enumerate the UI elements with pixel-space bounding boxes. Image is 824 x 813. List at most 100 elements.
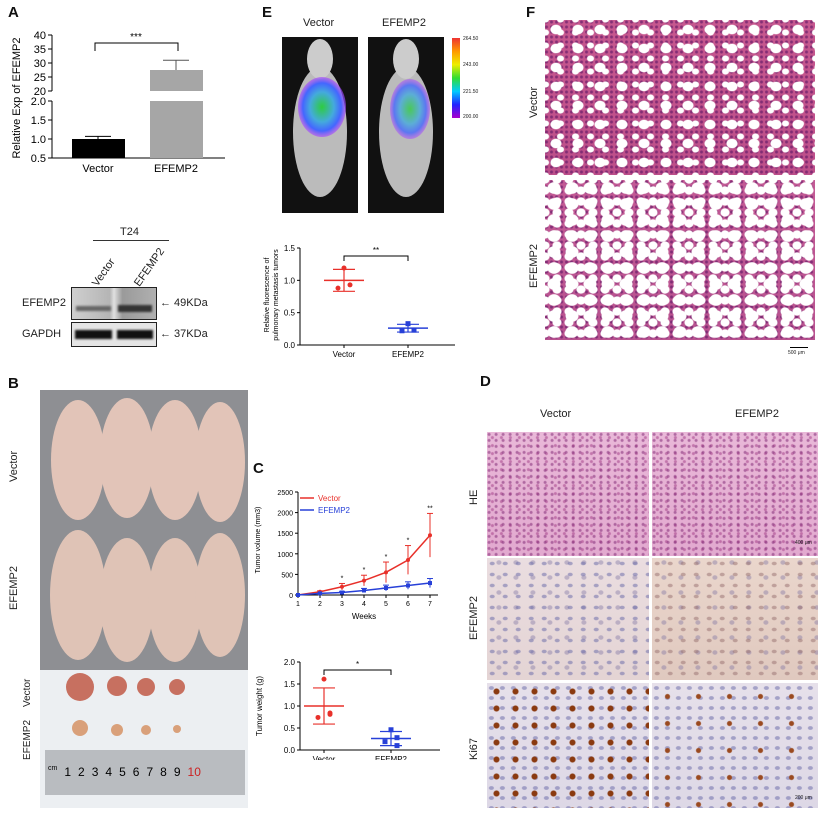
ruler-tick: 10: [187, 765, 201, 779]
ihc-efemp2-vector: [487, 558, 649, 680]
y-tick-label: 25: [34, 72, 46, 84]
data-point: [411, 327, 417, 333]
chart-c-volume: 0 500 1000 1500 2000 2500 1 2 3 4 5 6 7 Weeks Tumor vo…: [255, 490, 438, 621]
y-tick-label: 500: [281, 572, 293, 579]
y-tick-label: 40: [34, 30, 46, 42]
data-point: [340, 584, 344, 589]
f-row-efemp2: EFEMP2: [528, 243, 540, 288]
ki67-vector: [487, 683, 649, 808]
x-tick-label: 5: [384, 601, 388, 608]
he-vector: [487, 432, 649, 556]
x-tick-label: 6: [406, 601, 410, 608]
colorbar-max: 264.50: [463, 36, 479, 42]
chart-e: 0.0 0.5 1.0 1.5 Vector EFEMP2 ** Relative fluor…: [264, 244, 455, 359]
y-axis-title: Tumor volume (mm3): [255, 507, 262, 574]
data-point: [321, 676, 327, 682]
y-axis-title: Tumor weight (g): [255, 676, 264, 737]
panel-label-a: A: [8, 4, 19, 21]
he-efemp2: [652, 432, 818, 556]
data-point: [428, 533, 432, 538]
y-axis-title: Relative fluorescence of: [264, 258, 271, 333]
y-tick-label: 1.5: [284, 680, 296, 689]
blot-lane-vector: Vector: [90, 256, 118, 289]
data-point: [335, 285, 341, 291]
y-tick-label: 1000: [277, 552, 293, 559]
ruler-tick: 2: [78, 765, 85, 779]
b-row-efemp2: EFEMP2: [8, 565, 20, 610]
bioluminescence-images: [282, 37, 444, 213]
y-tick-label: 35: [34, 44, 46, 56]
y-tick-label: 1.5: [284, 244, 296, 253]
mouse-photo: [40, 390, 248, 808]
y-tick-label: 0.0: [284, 341, 296, 350]
blot-size-37: ← 37KDa: [160, 328, 208, 340]
data-point: [315, 714, 321, 720]
data-point: [362, 588, 366, 593]
y-tick-label: 30: [34, 58, 46, 70]
blot-row-gapdh: GAPDH: [22, 328, 62, 340]
tumors-efemp2: [72, 720, 181, 736]
data-point: [340, 590, 344, 595]
x-tick-label: 4: [362, 601, 366, 608]
colorbar-tick: 221.50: [463, 89, 479, 95]
blot-size-49: ← 49KDa: [160, 297, 208, 309]
d-scale-ki67: 200 μm: [795, 795, 812, 801]
mice-efemp2: [50, 530, 245, 662]
significance-bracket: [323, 669, 392, 675]
blot-band-gapdh: [71, 322, 157, 347]
significance-label: *: [385, 554, 388, 561]
ruler-tick: 5: [119, 765, 126, 779]
data-point: [384, 570, 388, 575]
y-tick-label: 2500: [277, 490, 293, 497]
blot-cell-line: T24: [120, 226, 139, 238]
data-point: [406, 557, 410, 562]
significance-label: **: [427, 505, 433, 512]
data-point: [405, 321, 411, 327]
data-point: [327, 711, 333, 717]
e-label-vector: Vector: [303, 17, 335, 29]
y-tick-label: 1.0: [284, 276, 296, 285]
x-tick-label: Vector: [333, 350, 356, 359]
y-tick-label: 1500: [277, 531, 293, 538]
y-tick-label: 2.0: [31, 96, 46, 108]
ruler-tick: 6: [132, 765, 140, 779]
data-point: [382, 739, 388, 745]
ruler-tick: 3: [91, 765, 99, 779]
y-tick-label: 2000: [277, 511, 293, 518]
data-point: [384, 585, 388, 590]
x-tick-label: EFEMP2: [375, 755, 408, 760]
data-point: [399, 328, 405, 334]
x-tick-label: EFEMP2: [154, 163, 198, 175]
y-tick-label: 20: [34, 86, 46, 98]
data-point: [394, 743, 400, 749]
data-point: [362, 578, 366, 583]
y-tick-label: 1.0: [31, 134, 46, 146]
blot-row-efemp2: EFEMP2: [22, 297, 67, 309]
b-tumor-vector: Vector: [22, 678, 33, 707]
data-point: [341, 265, 347, 271]
colorbar-min: 200.00: [463, 114, 479, 120]
series-line: [297, 534, 431, 596]
ruler: [45, 750, 245, 795]
d-row-he: HE: [468, 489, 480, 505]
x-tick-label: 1: [296, 601, 300, 608]
x-axis-title: Weeks: [352, 612, 376, 621]
f-row-vector: Vector: [528, 86, 540, 118]
b-tumor-efemp2: EFEMP2: [22, 719, 33, 760]
ihc-efemp2-efemp2: [652, 558, 818, 680]
panel-label-c: C: [253, 460, 264, 477]
significance-label: *: [356, 660, 359, 669]
data-point: [428, 581, 432, 586]
y-axis-title: pulmonary metastasis tumors: [273, 249, 280, 341]
data-point: [296, 593, 300, 597]
signal-vector: [298, 77, 346, 137]
lung-he-efemp2: [545, 180, 815, 340]
d-col-vector: Vector: [540, 408, 572, 420]
ruler-tick: 9: [173, 765, 181, 779]
significance-bracket: [343, 255, 409, 261]
d-scale-he: 400 μm: [795, 540, 812, 546]
e-label-efemp2: EFEMP2: [382, 17, 427, 29]
tumors-vector: [66, 673, 185, 701]
chart-a: 20 25 30 35 40 0.5 1.0 1.5 2.0 Relative Exp of EF…: [11, 30, 225, 175]
